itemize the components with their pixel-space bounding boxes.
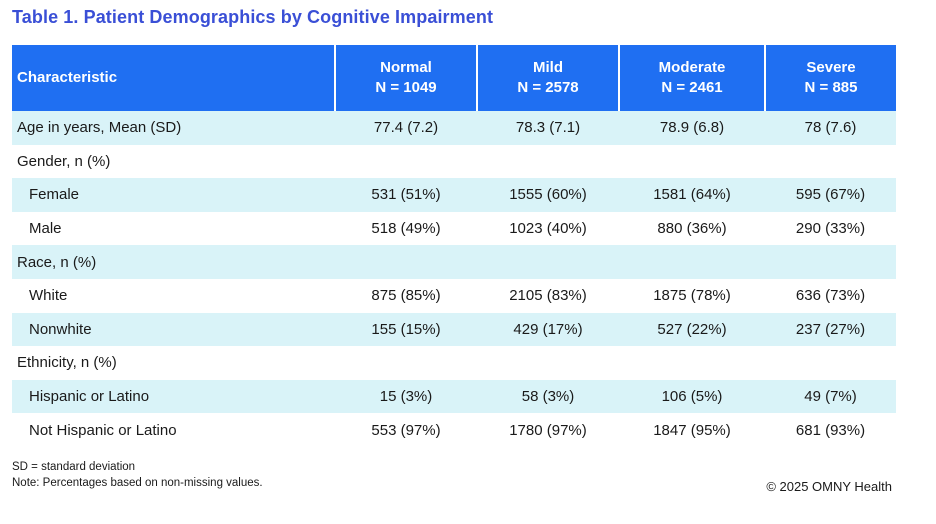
cell-moderate: 1847 (95%) [653, 421, 731, 439]
cell-normal: 15 (3%) [335, 379, 477, 414]
cell-severe: 290 (33%) [795, 220, 866, 238]
table-row: Ethnicity, n (%) [12, 346, 896, 380]
cell-normal: 518 (49%) [371, 220, 441, 238]
cell-normal [335, 245, 477, 279]
row-label: Male [29, 220, 62, 238]
cell-mild: 1023 (40%) [509, 220, 587, 238]
cell-severe [765, 346, 896, 380]
cell-normal: 531 (51%) [335, 178, 477, 212]
header-mild-name: Mild [533, 59, 563, 76]
footnote-sd: SD = standard deviation [12, 461, 136, 473]
header-characteristic: Characteristic [12, 45, 336, 111]
cell-moderate [619, 245, 765, 279]
footnotes: SD = standard deviation Note: Percentage… [12, 459, 263, 491]
cell-moderate: 1875 (78%) [653, 287, 731, 305]
demographics-table-container: Characteristic Normal N = 1049 Mild N = … [12, 45, 896, 447]
header-normal: Normal N = 1049 [335, 45, 478, 111]
row-label: Nonwhite [12, 312, 335, 347]
row-label: Hispanic or Latino [12, 379, 335, 414]
header-moderate: Moderate N = 2461 [619, 45, 766, 111]
row-label: Ethnicity, n (%) [17, 354, 117, 372]
row-label: White [29, 287, 68, 305]
cell-severe: 78 (7.6) [765, 111, 896, 145]
table-row: Nonwhite 155 (15%) 429 (17%) 527 (22%) 2… [12, 312, 896, 347]
cell-severe: 237 (27%) [765, 312, 896, 347]
row-label: Not Hispanic or Latino [29, 421, 177, 439]
table-row: White 875 (85%) 2105 (83%) 1875 (78%) 63… [12, 279, 896, 313]
cell-mild [477, 346, 619, 380]
header-moderate-n: N = 2461 [661, 79, 723, 96]
cell-normal: 77.4 (7.2) [335, 111, 477, 145]
header-severe-n: N = 885 [804, 79, 858, 96]
cell-mild: 429 (17%) [477, 312, 619, 347]
table-header: Characteristic Normal N = 1049 Mild N = … [12, 45, 896, 111]
cell-mild: 1780 (97%) [509, 421, 587, 439]
cell-moderate: 527 (22%) [619, 312, 765, 347]
cell-moderate: 1581 (64%) [619, 178, 765, 212]
cell-normal [335, 145, 477, 179]
cell-normal [335, 346, 477, 380]
row-label: Race, n (%) [12, 245, 335, 279]
cell-moderate: 78.9 (6.8) [619, 111, 765, 145]
cell-moderate: 106 (5%) [619, 379, 765, 414]
header-row: Characteristic Normal N = 1049 Mild N = … [12, 45, 896, 111]
cell-severe: 49 (7%) [765, 379, 896, 414]
cell-mild [477, 145, 619, 179]
cell-moderate [619, 145, 765, 179]
table-row: Not Hispanic or Latino 553 (97%) 1780 (9… [12, 413, 896, 447]
row-label: Age in years, Mean (SD) [12, 111, 335, 145]
table-body: Age in years, Mean (SD) 77.4 (7.2) 78.3 … [12, 111, 896, 447]
cell-mild: 2105 (83%) [509, 287, 587, 305]
table-row: Hispanic or Latino 15 (3%) 58 (3%) 106 (… [12, 379, 896, 414]
cell-severe [765, 145, 896, 179]
header-mild-n: N = 2578 [517, 79, 579, 96]
table-row: Age in years, Mean (SD) 77.4 (7.2) 78.3 … [12, 111, 896, 145]
cell-mild [477, 245, 619, 279]
cell-moderate: 880 (36%) [657, 220, 727, 238]
header-normal-name: Normal [380, 59, 432, 76]
copyright-notice: © 2025 OMNY Health [766, 479, 892, 494]
header-moderate-name: Moderate [658, 59, 726, 76]
row-label: Gender, n (%) [17, 152, 111, 170]
header-severe: Severe N = 885 [765, 45, 896, 111]
header-severe-name: Severe [806, 59, 856, 76]
cell-moderate [619, 346, 765, 380]
cell-mild: 58 (3%) [477, 379, 619, 414]
cell-severe [765, 245, 896, 279]
cell-mild: 78.3 (7.1) [477, 111, 619, 145]
table-row: Male 518 (49%) 1023 (40%) 880 (36%) 290 … [12, 212, 896, 246]
header-normal-n: N = 1049 [375, 79, 437, 96]
table-row: Race, n (%) [12, 245, 896, 279]
table-row: Gender, n (%) [12, 145, 896, 179]
row-label: Female [12, 178, 335, 212]
demographics-table: Characteristic Normal N = 1049 Mild N = … [12, 45, 896, 447]
header-mild: Mild N = 2578 [477, 45, 620, 111]
cell-severe: 595 (67%) [765, 178, 896, 212]
table-row: Female 531 (51%) 1555 (60%) 1581 (64%) 5… [12, 178, 896, 212]
footnote-percentages: Note: Percentages based on non-missing v… [12, 477, 263, 489]
cell-normal: 553 (97%) [371, 421, 441, 439]
cell-normal: 875 (85%) [371, 287, 441, 305]
cell-mild: 1555 (60%) [477, 178, 619, 212]
page-title: Table 1. Patient Demographics by Cogniti… [12, 7, 494, 27]
cell-severe: 681 (93%) [795, 421, 866, 439]
cell-normal: 155 (15%) [335, 312, 477, 347]
cell-severe: 636 (73%) [795, 287, 866, 305]
